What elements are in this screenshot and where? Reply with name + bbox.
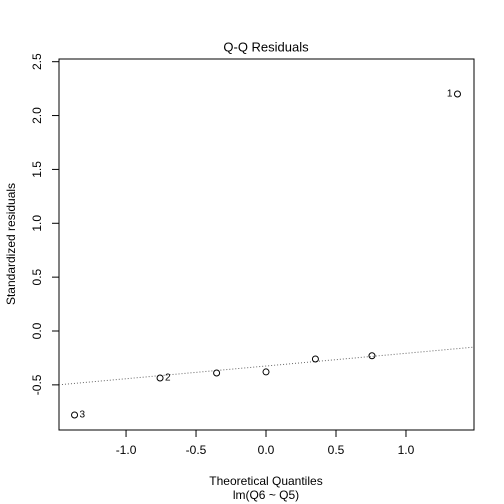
y-tick-label: 2.0 [30, 107, 44, 124]
x-tick-label: 1.0 [398, 443, 415, 457]
x-tick-label: 0.5 [328, 443, 345, 457]
point [453, 90, 461, 98]
point-label: 1 [447, 89, 453, 100]
y-tick-label: 2.5 [30, 53, 44, 70]
point [213, 369, 221, 377]
x-tick-label: 0.0 [258, 443, 275, 457]
x-tick-label: -1.0 [116, 443, 137, 457]
x-axis-title: Theoretical Quantiles [209, 474, 322, 488]
y-axis-title: Standardized residuals [4, 183, 18, 305]
point [156, 374, 164, 382]
point [368, 352, 376, 360]
reference-line [58, 346, 475, 386]
y-tick-label: -0.5 [30, 374, 44, 395]
y-tick-label: 0.0 [30, 322, 44, 339]
point [262, 368, 270, 376]
y-tick-label: 1.0 [30, 215, 44, 232]
point-label: 2 [165, 373, 171, 384]
x-tick-label: -0.5 [186, 443, 207, 457]
chart-title: Q-Q Residuals [223, 39, 309, 54]
point [71, 411, 79, 419]
point [311, 355, 319, 363]
y-tick-label: 0.5 [30, 268, 44, 285]
y-tick-label: 1.5 [30, 161, 44, 178]
subtitle: lm(Q6 ~ Q5) [233, 488, 299, 502]
point-label: 3 [80, 410, 86, 421]
